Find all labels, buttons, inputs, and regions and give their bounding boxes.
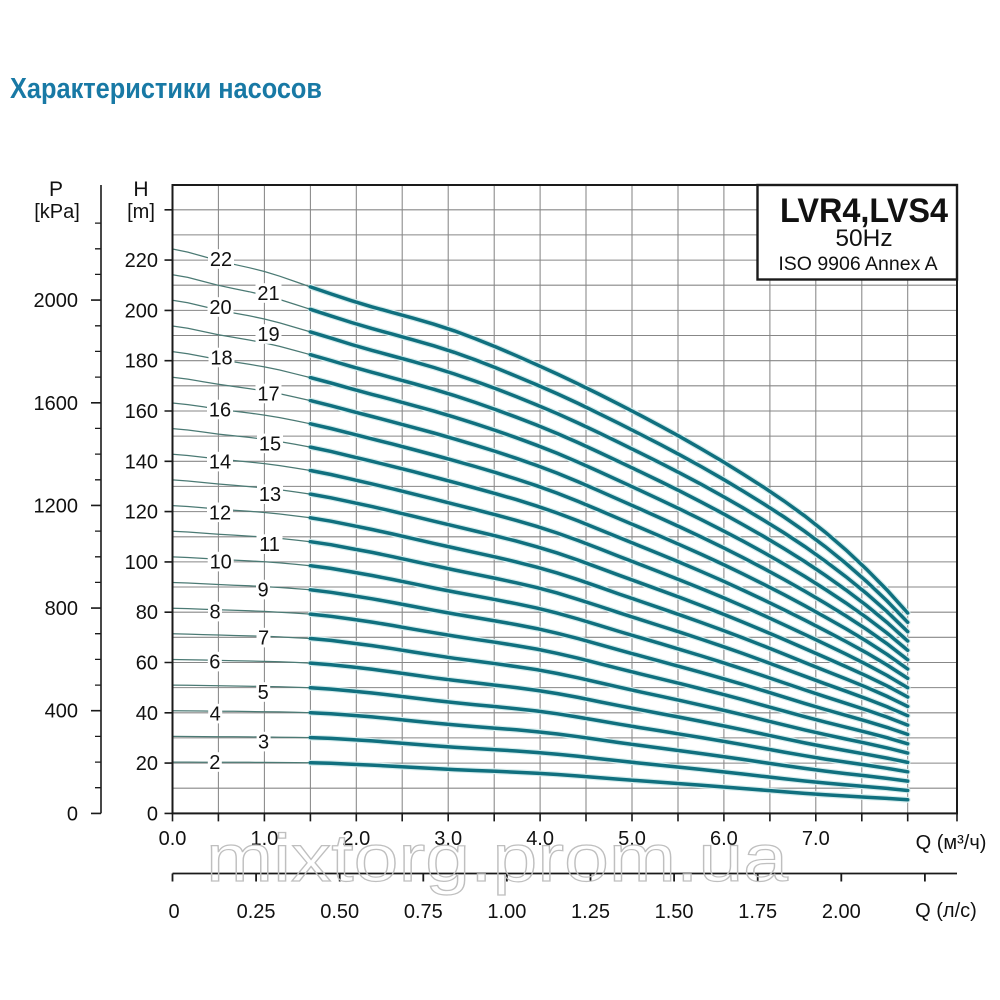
- svg-text:4: 4: [210, 704, 221, 726]
- svg-text:400: 400: [45, 701, 78, 723]
- svg-text:140: 140: [125, 451, 158, 473]
- svg-text:1.25: 1.25: [571, 901, 610, 923]
- svg-text:40: 40: [136, 703, 158, 725]
- svg-text:0: 0: [67, 803, 78, 825]
- svg-text:1.00: 1.00: [487, 901, 526, 923]
- svg-text:21: 21: [257, 283, 279, 305]
- svg-text:0.50: 0.50: [320, 901, 359, 923]
- svg-text:50Hz: 50Hz: [835, 225, 892, 252]
- svg-text:8: 8: [209, 602, 220, 624]
- svg-text:3: 3: [258, 732, 269, 754]
- svg-text:Q (м³/ч): Q (м³/ч): [916, 832, 987, 854]
- svg-text:mixtorg.prom.ua: mixtorg.prom.ua: [206, 821, 789, 896]
- svg-text:19: 19: [257, 324, 279, 346]
- svg-text:7: 7: [258, 628, 269, 650]
- svg-text:P: P: [49, 178, 63, 201]
- svg-text:6: 6: [209, 652, 220, 674]
- svg-text:15: 15: [259, 433, 281, 455]
- svg-text:3.0: 3.0: [434, 828, 462, 850]
- svg-text:60: 60: [136, 653, 158, 675]
- svg-text:22: 22: [210, 249, 232, 271]
- svg-text:18: 18: [210, 348, 232, 370]
- svg-text:5: 5: [258, 682, 269, 704]
- svg-text:180: 180: [125, 351, 158, 373]
- svg-text:Характеристики насосов: Характеристики насосов: [10, 73, 322, 105]
- svg-text:14: 14: [209, 452, 231, 474]
- svg-text:100: 100: [125, 552, 158, 574]
- svg-text:2000: 2000: [34, 290, 79, 312]
- svg-text:20: 20: [209, 297, 231, 319]
- svg-text:2.00: 2.00: [822, 901, 861, 923]
- svg-text:800: 800: [45, 598, 78, 620]
- svg-text:5.0: 5.0: [618, 828, 646, 850]
- svg-text:80: 80: [136, 602, 158, 624]
- svg-text:6.0: 6.0: [710, 828, 738, 850]
- svg-text:0: 0: [168, 901, 179, 923]
- svg-text:ISO 9906 Annex A: ISO 9906 Annex A: [778, 253, 937, 275]
- svg-text:[kPa]: [kPa]: [34, 201, 80, 223]
- svg-text:11: 11: [259, 534, 280, 556]
- svg-text:20: 20: [136, 753, 158, 775]
- svg-text:H: H: [133, 178, 148, 201]
- svg-text:[m]: [m]: [127, 201, 155, 223]
- svg-text:10: 10: [210, 552, 232, 574]
- svg-text:2.0: 2.0: [342, 828, 370, 850]
- svg-text:0: 0: [147, 803, 158, 825]
- svg-text:0.25: 0.25: [237, 901, 276, 923]
- svg-text:7.0: 7.0: [802, 828, 830, 850]
- svg-text:2: 2: [209, 752, 220, 774]
- svg-text:Q (л/с): Q (л/с): [915, 900, 977, 922]
- svg-text:1600: 1600: [34, 393, 79, 415]
- svg-text:0.0: 0.0: [159, 828, 187, 850]
- svg-text:1.0: 1.0: [250, 828, 278, 850]
- svg-text:13: 13: [259, 484, 281, 506]
- svg-text:12: 12: [209, 502, 231, 524]
- svg-text:1.75: 1.75: [738, 901, 777, 923]
- svg-text:1200: 1200: [34, 495, 79, 517]
- svg-text:160: 160: [125, 401, 158, 423]
- svg-text:4.0: 4.0: [526, 828, 554, 850]
- svg-text:9: 9: [257, 580, 268, 602]
- svg-text:16: 16: [209, 400, 231, 422]
- svg-text:1.50: 1.50: [655, 901, 694, 923]
- svg-text:220: 220: [125, 250, 158, 272]
- svg-text:LVR4,LVS4: LVR4,LVS4: [780, 192, 948, 230]
- svg-text:17: 17: [257, 384, 279, 406]
- svg-text:120: 120: [125, 502, 158, 524]
- svg-text:200: 200: [125, 300, 158, 322]
- svg-text:0.75: 0.75: [404, 901, 443, 923]
